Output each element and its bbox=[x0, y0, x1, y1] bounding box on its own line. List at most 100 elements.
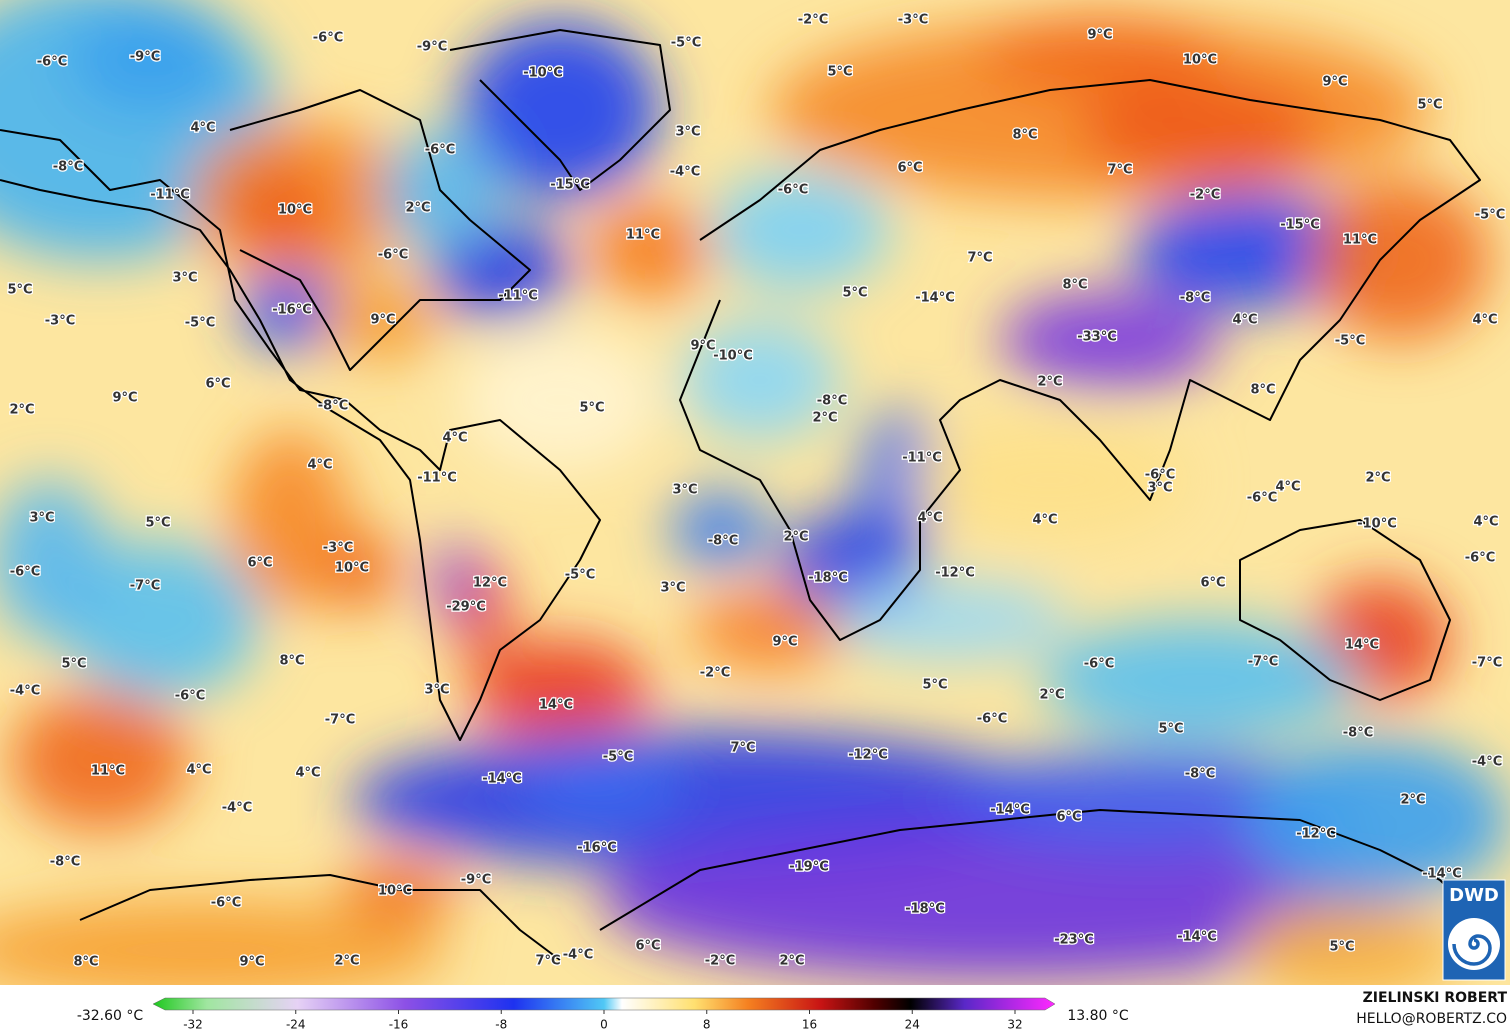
temperature-label: 4°C bbox=[295, 766, 320, 781]
temperature-label: 9°C bbox=[239, 955, 264, 970]
temperature-label: -33°C bbox=[1077, 330, 1117, 345]
temperature-label: 10°C bbox=[1183, 53, 1217, 68]
temperature-label: 11°C bbox=[91, 764, 125, 779]
temperature-label: -4°C bbox=[563, 948, 593, 963]
temperature-label: -8°C bbox=[50, 855, 80, 870]
logo-spiral bbox=[1452, 934, 1492, 966]
field-patch bbox=[950, 750, 1350, 850]
temperature-label: 2°C bbox=[1039, 688, 1064, 703]
field-patch bbox=[690, 590, 850, 670]
temperature-label: 7°C bbox=[1107, 163, 1132, 178]
field-patch bbox=[680, 320, 840, 440]
temperature-label: -7°C bbox=[1472, 656, 1502, 671]
colorbar-tick-label: -24 bbox=[286, 1018, 306, 1032]
temperature-label: -2°C bbox=[700, 666, 730, 681]
field-patch bbox=[1240, 900, 1460, 985]
colorbar-tick-label: 8 bbox=[703, 1018, 711, 1032]
temperature-label: -6°C bbox=[1145, 468, 1175, 483]
temperature-label: -5°C bbox=[185, 316, 215, 331]
temperature-label: 6°C bbox=[205, 377, 230, 392]
field-patch bbox=[600, 820, 1400, 980]
temperature-label: 3°C bbox=[424, 683, 449, 698]
temperature-label: 2°C bbox=[812, 411, 837, 426]
temperature-label: 2°C bbox=[779, 954, 804, 969]
temperature-label: -9°C bbox=[461, 873, 491, 888]
field-patch bbox=[0, 900, 450, 985]
temperature-label: 9°C bbox=[690, 339, 715, 354]
temperature-label: -23°C bbox=[1054, 933, 1094, 948]
temperature-label: 12°C bbox=[473, 576, 507, 591]
temperature-label: 4°C bbox=[1275, 480, 1300, 495]
temperature-label: 4°C bbox=[917, 511, 942, 526]
temperature-label: 14°C bbox=[1345, 638, 1379, 653]
temperature-label: -6°C bbox=[211, 896, 241, 911]
temperature-field bbox=[0, 0, 1510, 985]
dwd-logo: DWD bbox=[1442, 879, 1506, 981]
temperature-label: -6°C bbox=[977, 712, 1007, 727]
colorbar-tick-label: 24 bbox=[905, 1018, 920, 1032]
temperature-label: -5°C bbox=[1475, 208, 1505, 223]
temperature-label: -29°C bbox=[446, 600, 486, 615]
temperature-label: 5°C bbox=[145, 516, 170, 531]
author: ZIELINSKI ROBERT bbox=[1363, 990, 1508, 1006]
temperature-label: -6°C bbox=[37, 55, 67, 70]
temperature-label: -6°C bbox=[1465, 551, 1495, 566]
field-patch bbox=[670, 490, 770, 570]
temperature-label: 4°C bbox=[442, 431, 467, 446]
field-patch bbox=[710, 170, 890, 290]
temperature-label: -14°C bbox=[990, 803, 1030, 818]
logo-text: DWD bbox=[1449, 885, 1499, 906]
colorbar-tick-label: -32 bbox=[183, 1018, 203, 1032]
field-patch bbox=[980, 15, 1220, 95]
temperature-label: -16°C bbox=[272, 303, 312, 318]
temperature-label: 2°C bbox=[783, 530, 808, 545]
temperature-label: 3°C bbox=[29, 511, 54, 526]
logo-circle bbox=[1448, 918, 1500, 970]
field-patch bbox=[320, 280, 440, 360]
temperature-label: -8°C bbox=[318, 399, 348, 414]
temperature-label: 6°C bbox=[1200, 576, 1225, 591]
temperature-label: 5°C bbox=[922, 678, 947, 693]
temperature-label: -4°C bbox=[1472, 755, 1502, 770]
temperature-label: -19°C bbox=[789, 860, 829, 875]
temperature-label: 11°C bbox=[626, 228, 660, 243]
temperature-label: 2°C bbox=[1365, 471, 1390, 486]
temperature-label: -6°C bbox=[10, 565, 40, 580]
colorbar-tick-label: -8 bbox=[495, 1018, 507, 1032]
temperature-label: 5°C bbox=[61, 657, 86, 672]
temperature-label: -11°C bbox=[498, 289, 538, 304]
legend-max: 13.80 °C bbox=[1067, 1008, 1129, 1024]
field-patch bbox=[830, 580, 1070, 660]
temperature-label: -12°C bbox=[935, 566, 975, 581]
temperature-label: -5°C bbox=[565, 568, 595, 583]
temperature-label: 2°C bbox=[334, 954, 359, 969]
temperature-label: 8°C bbox=[1062, 278, 1087, 293]
temperature-label: 3°C bbox=[675, 125, 700, 140]
field-patch bbox=[1040, 620, 1360, 740]
field-patch bbox=[910, 420, 1190, 540]
temperature-labels: -6°C -9°C -6°C -9°C -10°C -5°C -2°C -3°C 9°C 10°C… bbox=[6, 11, 1506, 971]
field-patch bbox=[1000, 290, 1220, 390]
temperature-label: 3°C bbox=[1147, 481, 1172, 496]
temperature-label: 7°C bbox=[967, 251, 992, 266]
temperature-label: 6°C bbox=[247, 556, 272, 571]
temperature-label: -3°C bbox=[323, 541, 353, 556]
temperature-label: 6°C bbox=[1056, 810, 1081, 825]
temperature-label: -15°C bbox=[1280, 218, 1320, 233]
temperature-label: -10°C bbox=[523, 66, 563, 81]
temperature-label: -18°C bbox=[905, 902, 945, 917]
temperature-label: -16°C bbox=[577, 841, 617, 856]
temperature-label: 3°C bbox=[672, 483, 697, 498]
field-patch bbox=[470, 640, 650, 740]
colorbar-ticks: -32 -24 -16 -8 0 8 16 24 32 bbox=[183, 1010, 1023, 1032]
temperature-label: 7°C bbox=[535, 954, 560, 969]
temperature-label: -10°C bbox=[1357, 517, 1397, 532]
map-area: -6°C -9°C -6°C -9°C -10°C -5°C -2°C -3°C 9°C 10°C… bbox=[0, 0, 1510, 985]
legend-min: -32.60 °C bbox=[77, 1008, 144, 1024]
temperature-label: -8°C bbox=[1185, 767, 1215, 782]
field-patch bbox=[435, 540, 475, 620]
coastline bbox=[599, 809, 1481, 931]
field-patch bbox=[520, 740, 680, 820]
temperature-label: -5°C bbox=[1335, 334, 1365, 349]
